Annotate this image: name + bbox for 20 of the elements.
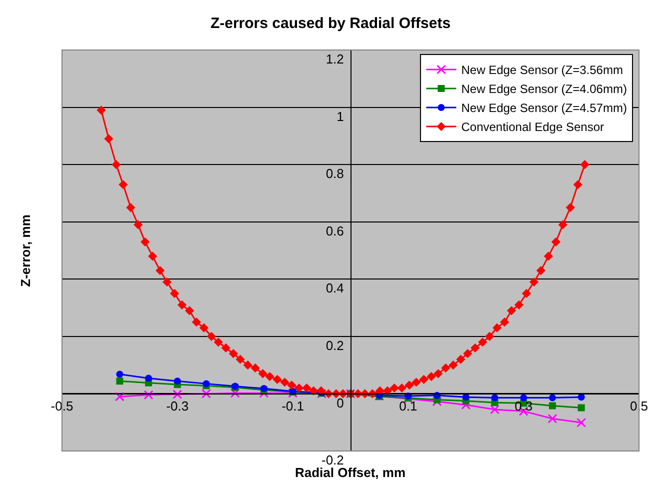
- y-tick-label: 1.2: [326, 52, 344, 67]
- y-tick-label: 0.2: [326, 338, 344, 353]
- x-tick-label: -0.5: [50, 398, 74, 414]
- x-tick-label: -0.3: [166, 398, 189, 414]
- legend-label: Conventional Edge Sensor: [461, 120, 604, 134]
- y-tick-label: 0.6: [326, 223, 344, 238]
- x-axis-title: Radial Offset, mm: [295, 465, 406, 480]
- legend-label: New Edge Sensor (Z=4.06mm): [461, 82, 627, 96]
- x-tick-label: -0.1: [282, 398, 304, 414]
- x-tick-label: 0.5: [630, 398, 648, 414]
- y-tick-label: -0.2: [321, 452, 344, 468]
- legend-label: New Edge Sensor (Z=3.56mm: [461, 63, 623, 78]
- y-tick-label: 0.4: [326, 280, 344, 296]
- x-tick-label: 0.1: [399, 398, 418, 414]
- chart-title: Z-errors caused by Radial Offsets: [210, 14, 451, 32]
- y-tick-label: 0.8: [326, 166, 344, 182]
- y-axis-title: Z-error, mm: [18, 214, 33, 287]
- y-tick-label: 0: [336, 395, 344, 410]
- legend-label: New Edge Sensor (Z=4.57mm): [461, 101, 627, 116]
- y-tick-label: 1: [336, 108, 344, 124]
